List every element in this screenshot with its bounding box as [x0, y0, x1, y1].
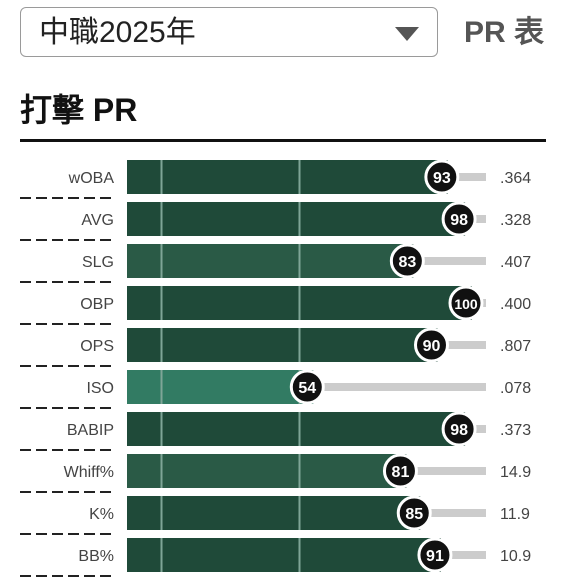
percentile-badge — [389, 243, 425, 279]
bar — [127, 160, 448, 194]
stat-value-label: 11.9 — [500, 506, 530, 523]
bar — [127, 454, 407, 488]
pr-bar-chart: wOBA 93 .364 AVG 98 .328 SLG 83 .407 OBP 100 .400 OP… — [20, 159, 531, 577]
bar — [127, 202, 466, 236]
percentile-label: 98 — [450, 212, 468, 229]
category-label: SLG — [82, 254, 114, 271]
bar — [127, 412, 466, 446]
percentile-badge — [441, 411, 477, 447]
chevron-down-icon[interactable] — [395, 27, 419, 41]
bar — [127, 496, 421, 530]
percentile-badge — [289, 369, 325, 405]
percentile-label: 91 — [426, 548, 444, 565]
percentile-label: 93 — [433, 170, 451, 187]
section-title: 打擊 PR — [20, 92, 138, 128]
percentile-badge — [396, 495, 432, 531]
stat-value-label: 14.9 — [500, 464, 531, 481]
stat-value-label: .807 — [500, 338, 531, 355]
percentile-label: 54 — [298, 380, 316, 397]
category-label: K% — [89, 506, 114, 523]
stat-value-label: .373 — [500, 422, 531, 439]
category-label: BABIP — [67, 422, 114, 439]
category-label: OBP — [80, 296, 114, 313]
stat-value-label: .407 — [500, 254, 531, 271]
category-label: AVG — [81, 212, 114, 229]
percentile-label: 81 — [392, 464, 410, 481]
percentile-badge — [382, 453, 418, 489]
stat-value-label: .364 — [500, 170, 531, 187]
percentile-badge — [424, 159, 460, 195]
section-divider — [20, 139, 546, 142]
stat-value-label: .078 — [500, 380, 531, 397]
category-label: wOBA — [68, 170, 115, 187]
category-label: BB% — [78, 548, 114, 565]
pr-table-title: PR 表 — [463, 16, 544, 49]
bar — [127, 244, 414, 278]
percentile-badge — [417, 537, 453, 573]
percentile-badge — [414, 327, 449, 363]
percentile-badge — [448, 285, 484, 321]
percentile-label: 83 — [398, 254, 416, 271]
bar — [127, 538, 441, 572]
percentile-label: 85 — [405, 506, 423, 523]
stat-value-label: .400 — [500, 296, 531, 313]
category-label: OPS — [80, 338, 114, 355]
header: 中職2025年 PR 表 — [20, 7, 544, 61]
stat-value-label: 10.9 — [500, 548, 531, 565]
percentile-label: 100 — [454, 296, 478, 312]
percentile-badge — [441, 201, 477, 237]
stat-value-label: .328 — [500, 212, 531, 229]
category-label: ISO — [86, 380, 114, 397]
season-select-value: 中職2025年 — [39, 16, 196, 49]
season-select[interactable]: 中職2025年 — [20, 7, 438, 57]
percentile-label: 90 — [423, 338, 441, 355]
category-label: Whiff% — [64, 464, 114, 481]
percentile-label: 98 — [450, 422, 468, 439]
bar — [127, 370, 314, 404]
bar — [127, 328, 438, 362]
